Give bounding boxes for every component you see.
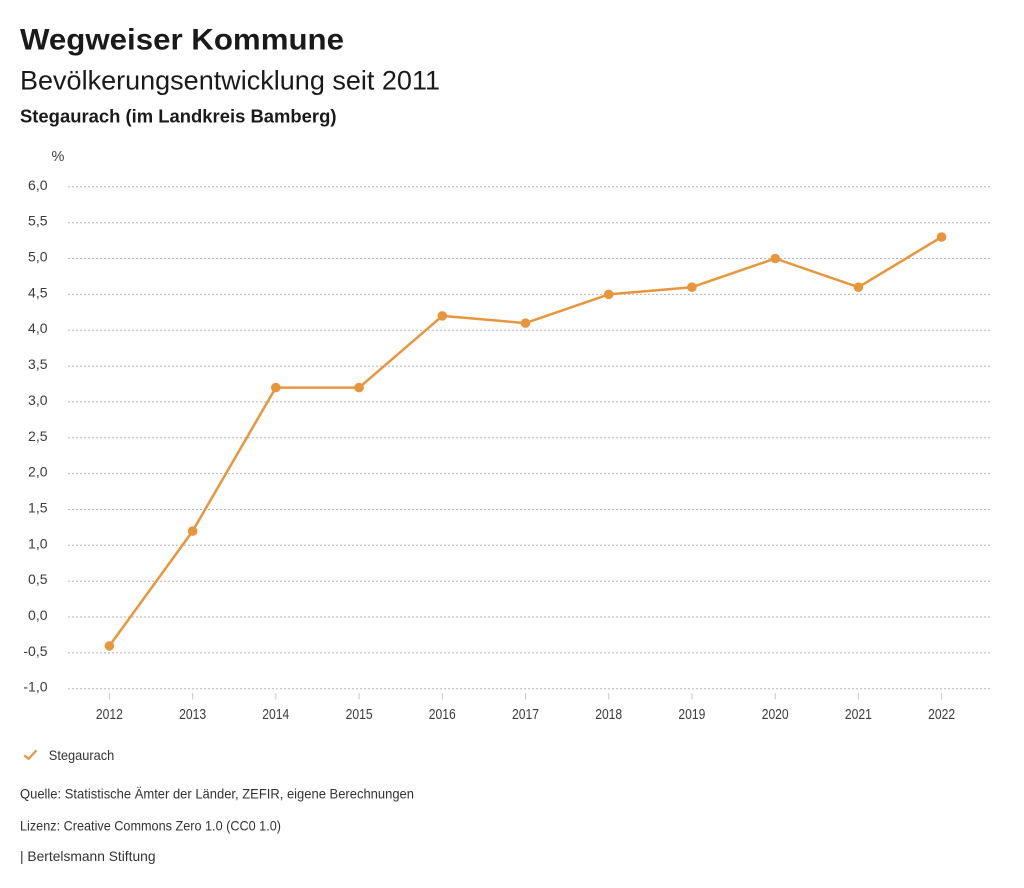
svg-text:5,5: 5,5 <box>28 213 48 229</box>
svg-text:0,0: 0,0 <box>28 607 48 623</box>
svg-text:3,5: 3,5 <box>28 356 48 372</box>
svg-text:2012: 2012 <box>96 707 123 723</box>
svg-text:4,5: 4,5 <box>28 284 48 300</box>
svg-text:2014: 2014 <box>262 707 289 723</box>
svg-text:2013: 2013 <box>179 707 206 723</box>
svg-text:1,0: 1,0 <box>28 535 48 551</box>
svg-text:2021: 2021 <box>845 707 872 723</box>
svg-text:2019: 2019 <box>678 707 705 723</box>
svg-text:-0,5: -0,5 <box>23 643 47 659</box>
svg-text:2017: 2017 <box>512 707 539 723</box>
svg-text:4,0: 4,0 <box>28 320 48 336</box>
svg-text:Quelle: Statistische Ämter der: Quelle: Statistische Ämter der Länder, Z… <box>20 786 414 802</box>
svg-text:2,5: 2,5 <box>28 428 48 444</box>
svg-text:Stegaurach (im Landkreis Bambe: Stegaurach (im Landkreis Bamberg) <box>20 105 337 126</box>
svg-text:6,0: 6,0 <box>28 177 48 193</box>
svg-text:2020: 2020 <box>762 707 789 723</box>
svg-text:0,5: 0,5 <box>28 571 48 587</box>
svg-text:Lizenz: Creative Commons Zero: Lizenz: Creative Commons Zero 1.0 (CC0 1… <box>20 818 281 834</box>
svg-text:Bevölkerungsentwicklung seit 2: Bevölkerungsentwicklung seit 2011 <box>20 65 440 95</box>
svg-text:2015: 2015 <box>346 707 373 723</box>
svg-text:%: % <box>52 149 65 165</box>
svg-text:1,5: 1,5 <box>28 500 48 516</box>
svg-text:2016: 2016 <box>429 707 456 723</box>
svg-text:-1,0: -1,0 <box>23 679 47 695</box>
svg-text:| Bertelsmann Stiftung: | Bertelsmann Stiftung <box>20 848 156 864</box>
svg-text:2,0: 2,0 <box>28 464 48 480</box>
svg-text:Wegweiser Kommune: Wegweiser Kommune <box>20 24 344 57</box>
svg-text:3,0: 3,0 <box>28 392 48 408</box>
svg-text:Stegaurach: Stegaurach <box>49 747 115 763</box>
svg-text:2022: 2022 <box>928 707 955 723</box>
svg-text:5,0: 5,0 <box>28 249 48 265</box>
svg-text:2018: 2018 <box>595 707 622 723</box>
